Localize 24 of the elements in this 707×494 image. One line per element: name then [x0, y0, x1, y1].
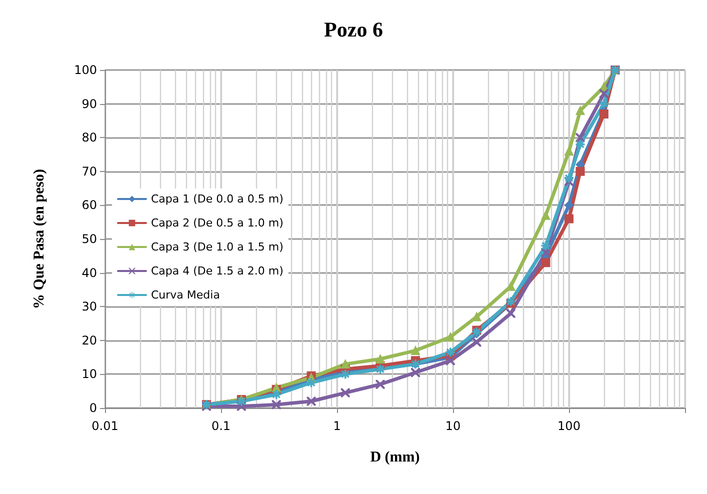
y-tick-label: 90	[82, 96, 97, 111]
y-tick-label: 30	[82, 300, 97, 314]
y-tick-label: 10	[82, 367, 97, 382]
legend-label: Capa 3 (De 1.0 a 1.5 m)	[151, 240, 284, 254]
x-tick-label: 10	[445, 419, 461, 433]
x-tick-label: 0.1	[211, 419, 231, 433]
y-axis-title: % Que Pasa (en peso)	[32, 169, 48, 309]
legend-label: Capa 4 (De 1.5 a 2.0 m)	[151, 264, 284, 278]
y-tick-label: 50	[82, 232, 97, 246]
y-tick-label: 100	[74, 63, 97, 77]
y-tick-label: 20	[82, 333, 97, 348]
x-tick-label: 0.01	[92, 419, 118, 433]
legend-label: Curva Media	[151, 288, 220, 302]
y-tick-label: 70	[82, 164, 97, 178]
legend-label: Capa 2 (De 0.5 a 1.0 m)	[151, 216, 284, 230]
y-tick-label: 40	[82, 266, 97, 280]
y-tick-label: 60	[82, 198, 97, 212]
y-tick-label: 80	[82, 130, 97, 145]
y-tick-label: 0	[89, 401, 97, 415]
x-tick-label: 100	[558, 419, 580, 433]
chart-title: Pozo 6	[324, 18, 383, 42]
legend-label: Capa 1 (De 0.0 a 0.5 m)	[151, 192, 284, 206]
x-tick-label: 1	[333, 419, 341, 433]
x-axis-title: D (mm)	[370, 450, 420, 466]
